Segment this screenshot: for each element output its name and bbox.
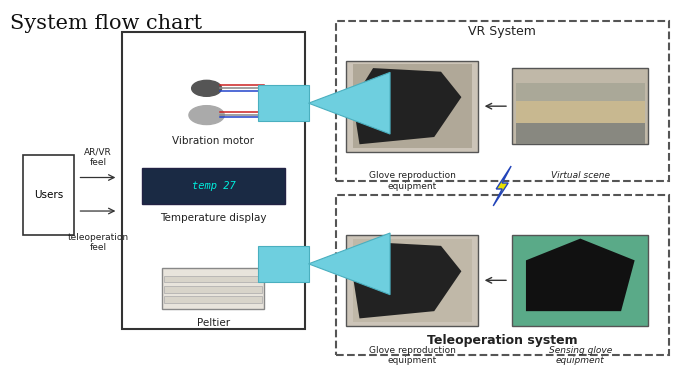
FancyBboxPatch shape [346,61,478,151]
FancyBboxPatch shape [512,235,648,326]
FancyBboxPatch shape [512,68,648,144]
Text: Users: Users [34,190,63,200]
FancyBboxPatch shape [23,155,74,235]
FancyBboxPatch shape [336,21,669,180]
FancyBboxPatch shape [258,246,308,282]
FancyBboxPatch shape [516,83,645,101]
Text: VR System: VR System [469,25,536,38]
FancyBboxPatch shape [142,168,285,204]
Text: Teleoperation system: Teleoperation system [427,334,577,347]
Text: Virtual scene: Virtual scene [551,171,610,180]
Text: Glove reproduction
equipment: Glove reproduction equipment [369,171,456,191]
FancyBboxPatch shape [258,85,308,121]
FancyBboxPatch shape [164,286,262,293]
Polygon shape [308,233,390,295]
FancyBboxPatch shape [336,195,669,355]
Polygon shape [353,242,462,318]
FancyBboxPatch shape [164,276,262,282]
FancyBboxPatch shape [516,93,645,122]
FancyBboxPatch shape [162,267,264,310]
Text: Sensing glove
equipment: Sensing glove equipment [549,346,612,365]
FancyBboxPatch shape [122,32,305,329]
Text: Peltier: Peltier [197,318,230,328]
Text: teleoperation
feel: teleoperation feel [67,233,129,252]
Polygon shape [353,238,471,322]
Polygon shape [493,166,511,206]
Polygon shape [353,68,462,144]
Text: Temperature display: Temperature display [160,214,266,224]
FancyBboxPatch shape [164,296,262,303]
Circle shape [189,106,224,125]
Text: Vibration motor: Vibration motor [173,136,254,146]
Text: AR/VR
feel: AR/VR feel [84,147,112,167]
FancyBboxPatch shape [346,235,478,326]
Text: System flow chart: System flow chart [10,14,201,33]
Polygon shape [526,238,635,311]
Text: Glove reproduction
equipment: Glove reproduction equipment [369,346,456,365]
Text: temp 27: temp 27 [192,181,235,191]
FancyBboxPatch shape [516,122,645,144]
Circle shape [192,80,221,96]
Polygon shape [308,73,390,134]
Polygon shape [353,64,471,148]
